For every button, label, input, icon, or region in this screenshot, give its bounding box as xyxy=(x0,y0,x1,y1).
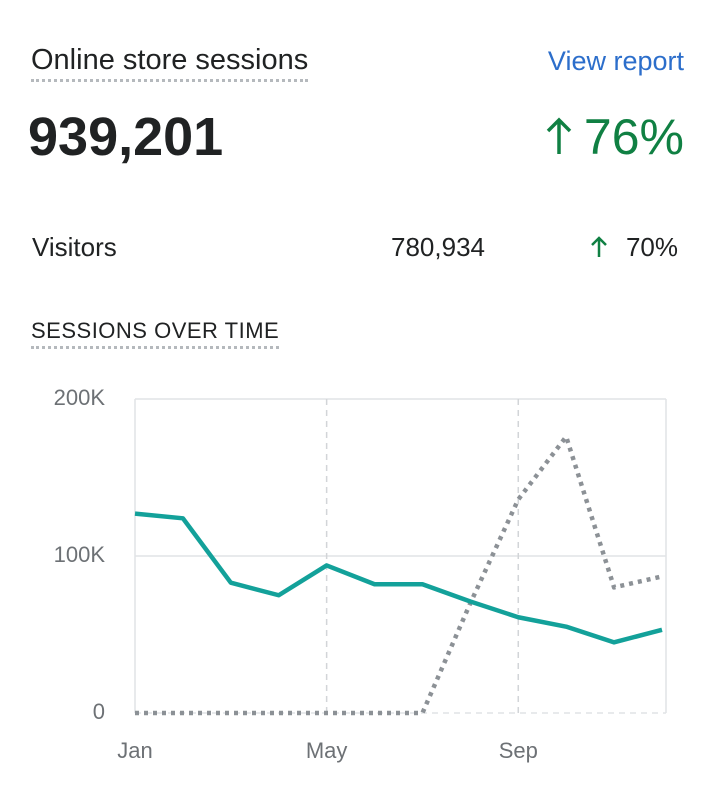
metric-value: 780,934 xyxy=(391,232,485,262)
metric-change: 70% xyxy=(625,232,678,262)
series-line xyxy=(135,434,663,716)
total-sessions: 939,201 xyxy=(28,107,224,167)
y-tick-label: 0 xyxy=(93,699,105,724)
y-tick-label: 100K xyxy=(54,542,106,567)
card-title: Online store sessions xyxy=(31,44,309,82)
metric-label: Visitors xyxy=(32,232,117,262)
x-tick-label: May xyxy=(306,738,348,763)
view-report-link[interactable]: View report xyxy=(547,46,684,76)
series-line xyxy=(134,511,663,645)
up-arrow-icon xyxy=(546,117,572,154)
section-title: SESSIONS OVER TIME xyxy=(31,318,280,349)
y-tick-label: 200K xyxy=(54,385,106,410)
up-arrow-icon xyxy=(591,236,607,257)
chart: 0 100K 200K Jan May Sep xyxy=(54,385,667,763)
x-tick-label: Sep xyxy=(499,738,538,763)
x-tick-label: Jan xyxy=(117,738,152,763)
total-change: 76% xyxy=(583,109,684,165)
